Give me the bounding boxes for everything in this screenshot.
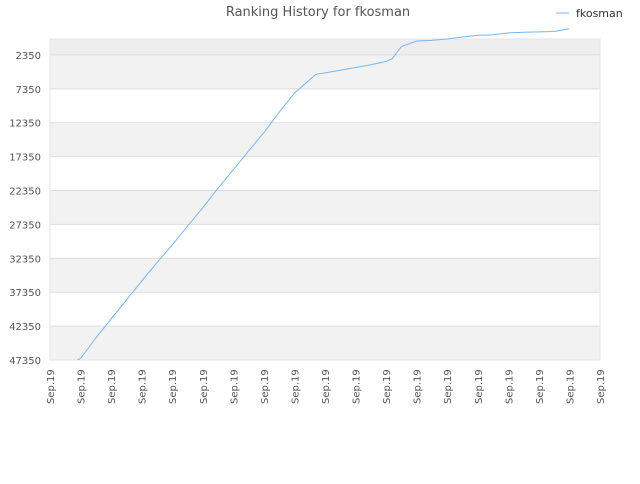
plot-area-border: [49, 38, 601, 361]
plot-bands: [50, 39, 600, 360]
plot-band-top: [50, 39, 600, 55]
y-tick-label: 7350: [16, 85, 41, 96]
y-tick-label: 32350: [9, 254, 41, 265]
y-tick-label: 47350: [9, 356, 41, 367]
x-tick-label: Sep.19: [229, 369, 240, 404]
y-tick-label: 27350: [9, 220, 41, 231]
series-line-fkosman: [77, 28, 570, 361]
x-tick-label: Sep.19: [138, 369, 149, 404]
x-tick-label: Sep.19: [290, 369, 301, 404]
x-tick-label: Sep.19: [413, 369, 424, 404]
x-tick-label: Sep.19: [382, 369, 393, 404]
x-tick-label: Sep.19: [474, 369, 485, 404]
x-tick-label: Sep.19: [199, 369, 210, 404]
x-tick-label: Sep.19: [535, 369, 546, 404]
chart-title: Ranking History for fkosman: [226, 5, 410, 20]
x-tick-label: Sep.19: [107, 369, 118, 404]
x-tick-label: Sep.19: [321, 369, 332, 404]
plot-band-shaded: [50, 258, 600, 293]
x-tick-label: Sep.19: [46, 369, 57, 404]
plot-band-shaded: [50, 190, 600, 225]
y-tick-label: 17350: [9, 153, 41, 164]
plot-band-shaded: [50, 54, 600, 89]
x-tick-label: Sep.19: [352, 369, 363, 404]
legend[interactable]: fkosman: [556, 7, 623, 20]
plot-band-shaded: [50, 326, 600, 360]
x-tick-label: Sep.19: [260, 369, 271, 404]
y-tick-label: 22350: [9, 187, 41, 198]
y-axis: 2350 7350 12350 17350 22350 27350 32350 37350 42…: [9, 51, 41, 367]
plot-band-shaded: [50, 122, 600, 157]
y-tick-label: 12350: [9, 119, 41, 130]
legend-label: fkosman: [576, 7, 623, 20]
y-tick-label: 37350: [9, 288, 41, 299]
x-tick-label: Sep.19: [77, 369, 88, 404]
series-layer: [77, 28, 570, 361]
y-tick-label: 42350: [9, 322, 41, 333]
y-tick-label: 2350: [16, 51, 41, 62]
x-tick-label: Sep.19: [565, 369, 576, 404]
x-axis: Sep.19 Sep.19 Sep.19 Sep.19 Sep.19 Sep.19 Sep.…: [46, 369, 607, 404]
x-tick-label: Sep.19: [596, 369, 607, 404]
x-tick-label: Sep.19: [168, 369, 179, 404]
x-tick-label: Sep.19: [443, 369, 454, 404]
x-tick-label: Sep.19: [504, 369, 515, 404]
